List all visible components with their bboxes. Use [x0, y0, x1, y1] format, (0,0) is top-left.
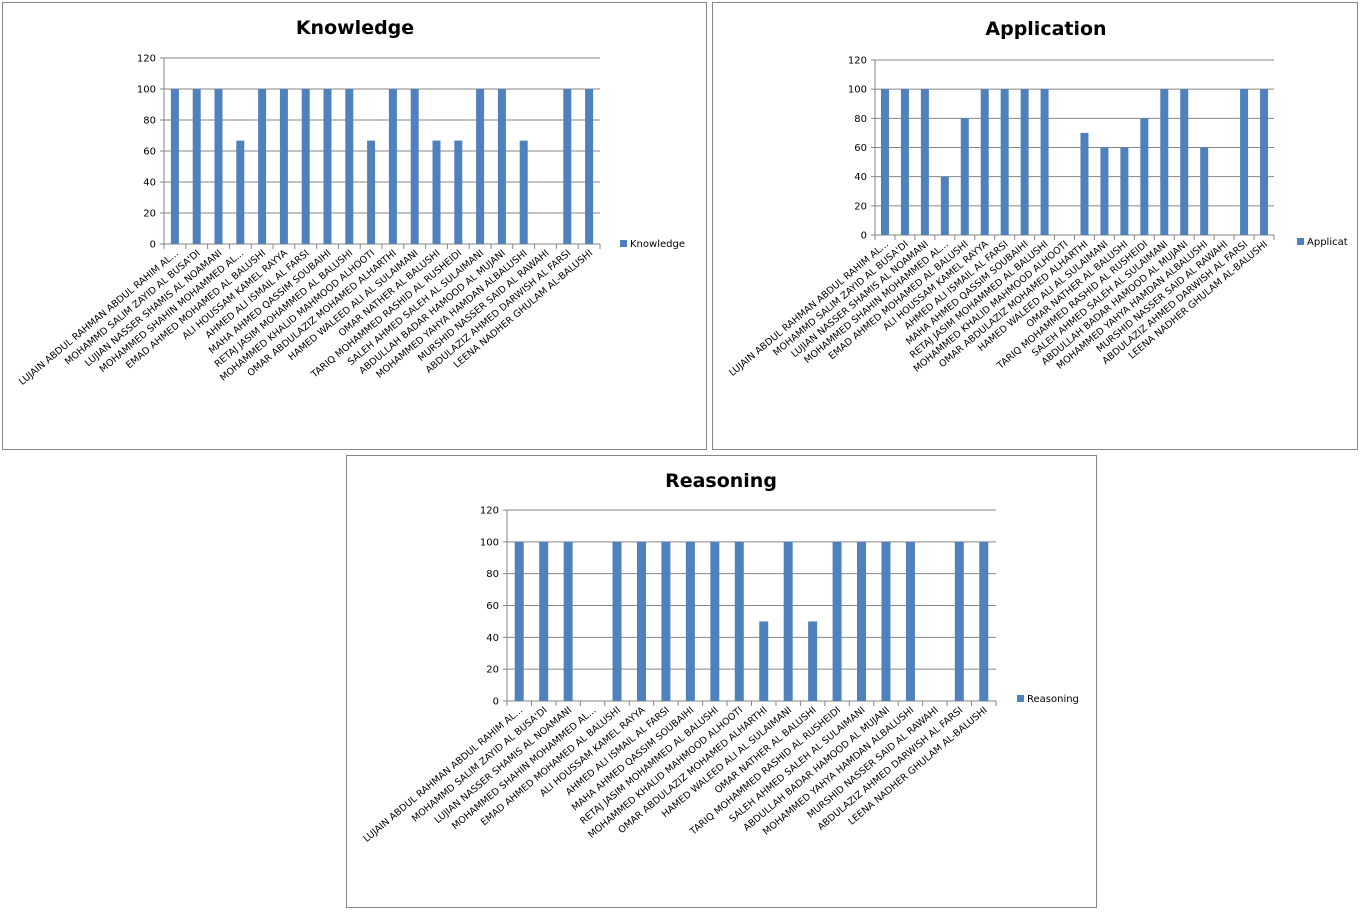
bar [432, 140, 441, 244]
y-tick-label: 20 [143, 209, 156, 220]
bar [563, 541, 573, 701]
bar [940, 176, 949, 235]
bar [563, 89, 572, 244]
bar [685, 541, 695, 701]
bar [410, 89, 419, 244]
bar [880, 89, 889, 236]
bar [236, 140, 245, 244]
y-tick-label: 20 [486, 665, 499, 676]
bar [192, 89, 201, 244]
bar [980, 89, 989, 236]
bar [920, 89, 929, 236]
bar [170, 89, 179, 244]
y-tick-label: 100 [848, 85, 867, 96]
chart-title: Reasoning [665, 470, 777, 492]
y-tick-label: 80 [486, 569, 499, 580]
y-tick-label: 60 [143, 147, 156, 158]
bar [1240, 89, 1249, 236]
y-tick-label: 60 [486, 601, 499, 612]
bar [514, 541, 524, 701]
bar [1100, 147, 1109, 235]
y-tick-label: 40 [143, 178, 156, 189]
bar [1120, 147, 1129, 235]
bar [1000, 89, 1009, 236]
bar [519, 140, 528, 244]
bar [1160, 89, 1169, 236]
legend-label: Knowledge [630, 239, 685, 250]
bar [857, 541, 867, 701]
chart-title: Application [985, 18, 1106, 40]
y-tick-label: 120 [480, 506, 499, 517]
y-tick-label: 60 [854, 143, 867, 154]
bar [612, 541, 622, 701]
bar [345, 89, 354, 244]
y-tick-label: 40 [854, 172, 867, 183]
y-tick-label: 0 [493, 697, 499, 708]
y-tick-label: 0 [150, 240, 156, 251]
bar [905, 541, 915, 701]
bar [832, 541, 842, 701]
bar [301, 89, 310, 244]
bar [734, 541, 744, 701]
y-tick-label: 20 [854, 201, 867, 212]
chart-title: Knowledge [296, 17, 414, 39]
bar [900, 89, 909, 236]
bar [783, 541, 793, 701]
bar [636, 541, 646, 701]
bar [808, 621, 818, 701]
bar [1140, 118, 1149, 235]
bar [881, 541, 891, 701]
bar [585, 89, 594, 244]
y-tick-label: 100 [137, 85, 156, 96]
bar [661, 541, 671, 701]
y-tick-label: 120 [137, 54, 156, 65]
legend-swatch [1297, 238, 1304, 245]
y-tick-label: 100 [480, 537, 499, 548]
y-tick-label: 120 [848, 56, 867, 67]
legend-label: Reasoning [1027, 694, 1079, 705]
bar [960, 118, 969, 235]
bar [497, 89, 506, 244]
bar [388, 89, 397, 244]
bar [1200, 147, 1209, 235]
bar [759, 621, 769, 701]
chart-border [712, 2, 1358, 450]
bar [323, 89, 332, 244]
bar [214, 89, 223, 244]
bar [258, 89, 267, 244]
y-tick-label: 80 [143, 116, 156, 127]
bar [710, 541, 720, 701]
bar [454, 140, 463, 244]
bar [476, 89, 485, 244]
legend-swatch [620, 240, 627, 247]
bar [1260, 89, 1269, 236]
bar [367, 140, 376, 244]
bar [1080, 132, 1089, 235]
legend-label: Applicat [1307, 237, 1348, 248]
chart-border [346, 455, 1097, 908]
bar [279, 89, 288, 244]
bar [954, 541, 964, 701]
legend-swatch [1017, 695, 1024, 702]
y-tick-label: 0 [861, 231, 867, 242]
y-tick-label: 80 [854, 114, 867, 125]
bar [1040, 89, 1049, 236]
bar [1180, 89, 1189, 236]
bar [979, 541, 989, 701]
y-tick-label: 40 [486, 633, 499, 644]
bar [539, 541, 549, 701]
chart-border [2, 2, 707, 450]
bar [1020, 89, 1029, 236]
